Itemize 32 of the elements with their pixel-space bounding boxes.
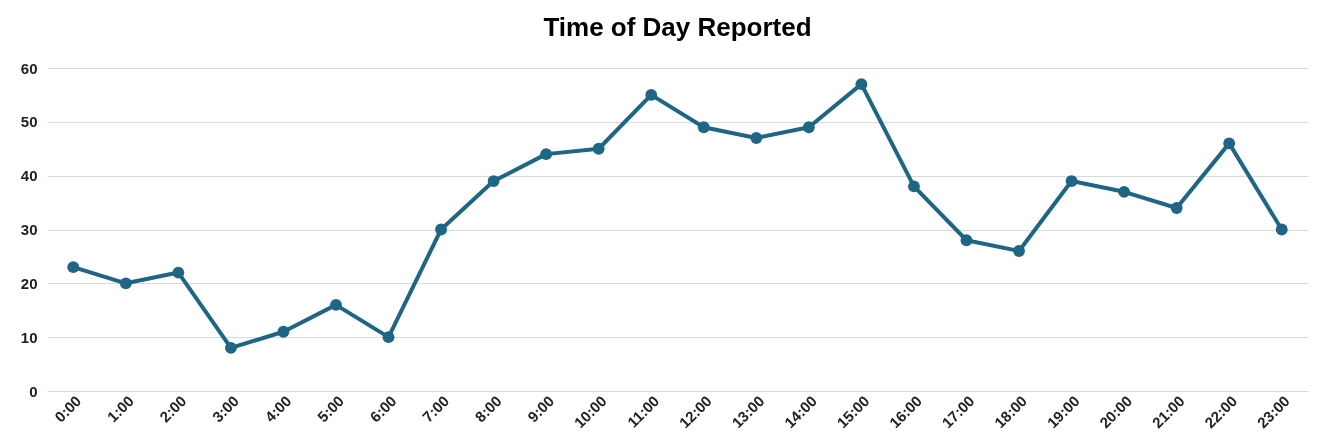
y-tick-label: 0 bbox=[29, 382, 38, 400]
point bbox=[855, 78, 868, 91]
point bbox=[1170, 202, 1183, 214]
y-tick-label: 30 bbox=[20, 221, 38, 238]
point bbox=[67, 261, 80, 274]
point bbox=[382, 331, 395, 344]
point bbox=[697, 121, 710, 134]
point bbox=[277, 325, 290, 338]
y-tick-label: 20 bbox=[20, 274, 38, 292]
point bbox=[435, 223, 447, 236]
point bbox=[960, 234, 973, 247]
point bbox=[750, 132, 763, 144]
point bbox=[224, 342, 237, 354]
point bbox=[540, 148, 553, 161]
point bbox=[172, 266, 185, 279]
point bbox=[119, 277, 132, 290]
point bbox=[1013, 245, 1025, 257]
chart-title: Time of Day Reported bbox=[543, 12, 812, 42]
point bbox=[908, 180, 920, 193]
y-tick-label: 50 bbox=[20, 113, 38, 131]
point bbox=[645, 89, 658, 101]
point bbox=[487, 175, 500, 187]
y-tick-label: 10 bbox=[20, 328, 38, 346]
y-tick-label: 60 bbox=[20, 59, 38, 77]
point bbox=[592, 142, 605, 155]
point bbox=[330, 298, 342, 311]
point bbox=[802, 121, 815, 134]
point bbox=[1118, 185, 1131, 198]
y-tick-label: 40 bbox=[20, 167, 38, 185]
point bbox=[1223, 137, 1236, 150]
point bbox=[1275, 223, 1288, 236]
point bbox=[1065, 175, 1078, 187]
